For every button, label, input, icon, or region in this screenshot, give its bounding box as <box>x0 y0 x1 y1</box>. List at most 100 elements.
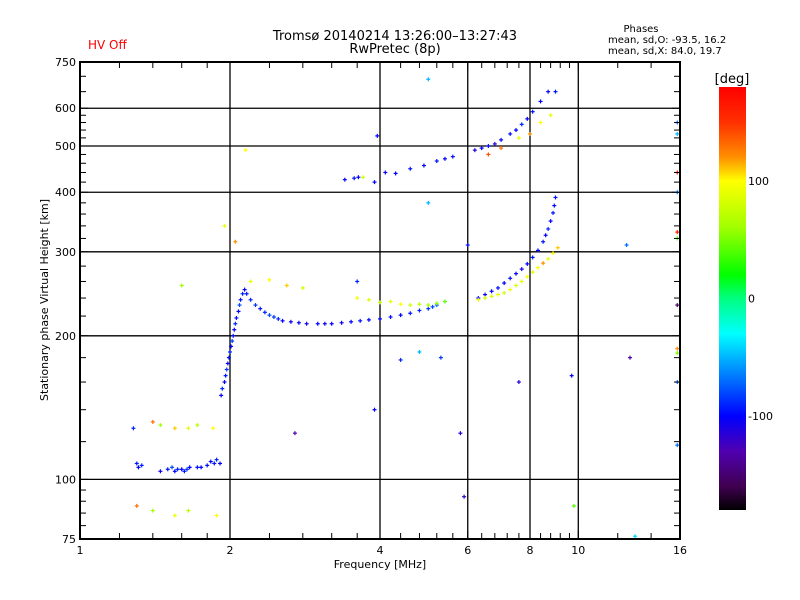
data-point <box>187 465 192 470</box>
data-point <box>172 426 177 431</box>
data-point <box>388 315 393 320</box>
data-point <box>426 200 431 205</box>
data-point <box>329 321 334 326</box>
data-point <box>430 304 435 309</box>
data-point <box>229 344 234 349</box>
data-point <box>131 426 136 431</box>
data-point <box>375 133 380 138</box>
data-point <box>238 297 243 302</box>
y-tick-label: 500 <box>55 140 76 153</box>
data-point <box>248 279 253 284</box>
data-point <box>372 407 377 412</box>
data-point <box>356 175 361 180</box>
x-tick-label: 8 <box>527 544 534 557</box>
data-point <box>516 135 521 140</box>
data-point <box>408 311 413 316</box>
data-point <box>280 318 285 323</box>
data-point <box>158 469 163 474</box>
colorbar-label: [deg] <box>715 72 750 87</box>
data-point <box>222 223 227 228</box>
data-point <box>182 469 187 474</box>
data-point <box>519 122 524 127</box>
data-point <box>214 513 219 518</box>
data-point <box>398 302 403 307</box>
data-point <box>352 176 357 181</box>
data-point <box>355 296 360 301</box>
data-point <box>179 283 184 288</box>
data-point <box>234 315 239 320</box>
data-point <box>150 508 155 513</box>
data-point <box>472 148 477 153</box>
colorbar-tick-labels: 100 0 -100 <box>748 175 773 423</box>
data-point <box>434 159 439 164</box>
x-tick-label: 1 <box>77 544 84 557</box>
data-point <box>170 465 175 470</box>
x-tick-label: 6 <box>464 544 471 557</box>
data-point <box>476 297 481 302</box>
y-axis-label: Stationary phase Virtual Height [km] <box>38 199 51 401</box>
data-point <box>315 321 320 326</box>
data-point <box>243 148 248 153</box>
data-point <box>383 170 388 175</box>
data-point <box>195 465 200 470</box>
data-point <box>675 230 680 235</box>
data-point <box>499 146 504 151</box>
data-point <box>571 503 576 508</box>
phase-stats-title: Phases <box>623 24 658 35</box>
data-point <box>165 467 170 472</box>
data-point <box>322 321 327 326</box>
data-point <box>530 270 535 275</box>
data-point <box>225 361 230 366</box>
data-point <box>232 327 237 332</box>
data-point <box>231 333 236 338</box>
data-point <box>528 131 532 136</box>
data-point <box>179 467 184 472</box>
data-point <box>486 143 491 148</box>
data-points <box>131 77 680 539</box>
data-point <box>267 313 272 318</box>
data-point <box>442 156 447 161</box>
data-point <box>223 373 228 378</box>
data-point <box>219 393 224 398</box>
data-point <box>483 292 488 297</box>
data-point <box>519 267 524 272</box>
data-point <box>495 292 500 297</box>
data-point <box>624 243 629 248</box>
data-point <box>240 291 245 296</box>
x-tick-label: 16 <box>673 544 687 557</box>
data-point <box>489 294 494 299</box>
data-point <box>535 248 540 253</box>
data-point <box>224 367 229 372</box>
data-point <box>465 243 470 248</box>
data-point <box>530 109 535 114</box>
axis-ticks <box>79 61 681 540</box>
phase-colorbar <box>719 87 746 510</box>
data-point <box>438 355 443 360</box>
data-point <box>172 513 177 518</box>
data-point <box>525 274 530 279</box>
phase-stats-o: mean, sd,O: -93.5, 16.2 <box>608 35 726 46</box>
data-point <box>462 494 467 499</box>
data-point <box>434 301 439 306</box>
data-point <box>134 503 139 508</box>
data-point <box>426 303 431 308</box>
data-point <box>175 467 180 472</box>
data-point <box>492 141 497 146</box>
data-point <box>555 245 560 250</box>
data-point <box>499 137 504 142</box>
data-point <box>675 443 680 448</box>
data-point <box>244 291 249 296</box>
phase-stats-x: mean, sd,X: 84.0, 19.7 <box>608 46 722 57</box>
data-point <box>253 303 258 308</box>
data-point <box>378 300 382 305</box>
data-point <box>508 276 513 281</box>
data-point <box>304 321 309 326</box>
data-point <box>358 318 363 323</box>
data-point <box>516 380 521 385</box>
grid-lines <box>80 62 680 539</box>
data-point <box>388 299 393 304</box>
data-point <box>288 319 293 324</box>
data-point <box>212 461 217 466</box>
data-point <box>186 426 191 431</box>
data-point <box>366 297 371 302</box>
